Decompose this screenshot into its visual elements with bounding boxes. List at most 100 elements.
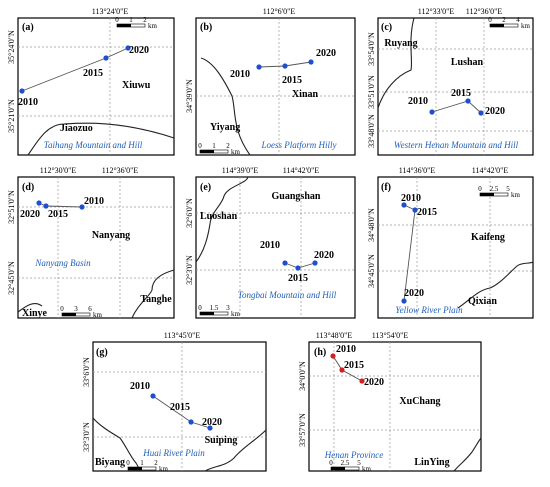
latitude-tick: 32°6'0"N	[185, 198, 194, 228]
year-label: 2020	[404, 288, 424, 299]
longitude-tick: 112°36'0"E	[102, 166, 139, 175]
scale-unit: km	[362, 465, 372, 473]
longitude-tick: 113°48'0"E	[316, 331, 353, 340]
panel-id: (c)	[381, 22, 392, 33]
latitude-tick: 33°54'0"N	[367, 32, 376, 66]
longitude-tick: 114°42'0"E	[283, 166, 320, 175]
scale-bar: 0 2 4km	[488, 16, 530, 30]
centroid-point-2010	[150, 393, 156, 399]
region-label: Nanyang Basin	[34, 258, 91, 268]
scale-unit: km	[231, 310, 241, 318]
centroid-point-2020	[308, 59, 314, 65]
scale-unit: km	[148, 22, 158, 30]
latitude-tick: 35°24'0"N	[7, 30, 16, 64]
place-label: Tanghe	[140, 294, 172, 305]
scale-tick: 0	[488, 16, 492, 24]
county-boundary	[200, 57, 251, 156]
latitude-tick: 33°6'0"N	[82, 357, 91, 387]
place-label: Luoshan	[200, 211, 238, 222]
year-label: 2010	[18, 97, 38, 108]
place-label: Xiuwu	[122, 80, 151, 91]
place-label: Guangshan	[272, 191, 321, 202]
scale-tick: 1	[140, 459, 144, 467]
year-label: 2010	[401, 193, 421, 204]
longitude-tick: 113°54'0"E	[372, 331, 409, 340]
centroid-point-2010	[256, 64, 262, 70]
scale-bar: 0 1 2km	[115, 16, 157, 30]
scale-tick: 2	[154, 459, 158, 467]
longitude-tick: 112°36'0"E	[466, 7, 503, 16]
region-label: Tongbai Mountain and Hill	[238, 290, 337, 300]
region-label: Western Henan Mountain and Hill	[394, 140, 519, 150]
place-label: Biyang	[95, 457, 125, 468]
place-label: Suiping	[205, 435, 238, 446]
centroid-point-2020	[478, 110, 484, 116]
centroid-point-2020	[359, 378, 365, 384]
scale-tick: 0	[198, 304, 202, 312]
panel-id: (f)	[381, 182, 391, 193]
county-boundary	[453, 437, 482, 472]
scale-tick: 2	[226, 142, 230, 150]
centroid-point-2020	[36, 200, 42, 206]
place-label: XuChang	[399, 396, 440, 407]
panel-id: (a)	[22, 22, 34, 33]
map-panel-6: 114°36'0"E 114°42'0"E 34°48'0"N 34°45'0"N 20…	[367, 166, 534, 319]
centroid-point-2010	[19, 88, 25, 94]
longitude-tick: 114°36'0"E	[399, 166, 436, 175]
place-label: Jiaozuo	[60, 123, 93, 134]
map-frame	[377, 17, 534, 156]
region-label: Henan Province	[324, 450, 383, 460]
map-panel-7: 113°45'0"E 33°6'0"N 33°3'0"N 2010 2015 2020 Su…	[82, 331, 267, 473]
scale-bar: 0 2.5 5km	[478, 185, 520, 199]
scale-tick: 3	[226, 304, 230, 312]
scale-bar: 0 3 6km	[60, 305, 102, 319]
centroid-point-2010	[429, 109, 435, 115]
latitude-tick: 35°21'0"N	[7, 99, 16, 133]
latitude-tick: 34°45'0"N	[367, 254, 376, 288]
scale-tick: 2.5	[490, 185, 499, 193]
centroid-point-2015	[465, 98, 471, 104]
latitude-tick: 32°45'0"N	[7, 261, 16, 295]
region-label: Huai River Plain	[142, 448, 205, 458]
year-label: 2010	[408, 96, 428, 107]
map-frame	[377, 176, 534, 319]
map-panel-8: 113°48'0"E 113°54'0"E 34°0'0"N 33°57'0"N 201…	[298, 331, 482, 473]
centroid-point-2010	[330, 353, 336, 359]
place-label: Xinan	[292, 89, 319, 100]
year-label: 2010	[130, 381, 150, 392]
place-label: Kaifeng	[471, 232, 505, 243]
latitude-tick: 32°51'0"N	[7, 190, 16, 224]
map-frame	[195, 17, 356, 156]
year-label: 2010	[260, 240, 280, 251]
region-label: Yellow River Plain	[395, 305, 463, 315]
latitude-tick: 34°48'0"N	[367, 208, 376, 242]
scale-tick: 0	[115, 16, 119, 24]
latitude-tick: 32°3'0"N	[185, 255, 194, 285]
map-panel-3: 112°33'0"E 112°36'0"E 33°54'0"N 33°51'0"N 33…	[367, 7, 534, 156]
centroid-point-2020	[207, 425, 213, 431]
year-label: 2010	[336, 344, 356, 355]
year-label: 2020	[364, 377, 384, 388]
centroid-point-2015	[412, 207, 418, 213]
scale-unit: km	[159, 465, 169, 473]
scale-tick: 1.5	[210, 304, 219, 312]
scale-unit: km	[231, 148, 241, 156]
scale-tick: 0	[329, 459, 333, 467]
place-label: Ruyang	[384, 38, 417, 49]
place-label: Nanyang	[92, 230, 130, 241]
map-panel-5: 114°39'0"E 114°42'0"E 32°6'0"N 32°3'0"N 2010…	[185, 166, 356, 319]
scale-tick: 6	[88, 305, 92, 313]
scale-tick: 5	[357, 459, 361, 467]
map-frame	[92, 341, 267, 472]
year-label: 2015	[48, 209, 68, 220]
year-label: 2020	[20, 209, 40, 220]
scale-unit: km	[93, 311, 103, 319]
year-label: 2020	[314, 250, 334, 261]
centroid-point-2020	[125, 45, 131, 51]
centroid-point-2020	[312, 260, 318, 266]
latitude-tick: 33°51'0"N	[367, 75, 376, 109]
scale-tick: 0	[60, 305, 64, 313]
longitude-tick: 114°42'0"E	[472, 166, 509, 175]
region-label: Loess Platform Hilly	[260, 140, 336, 150]
